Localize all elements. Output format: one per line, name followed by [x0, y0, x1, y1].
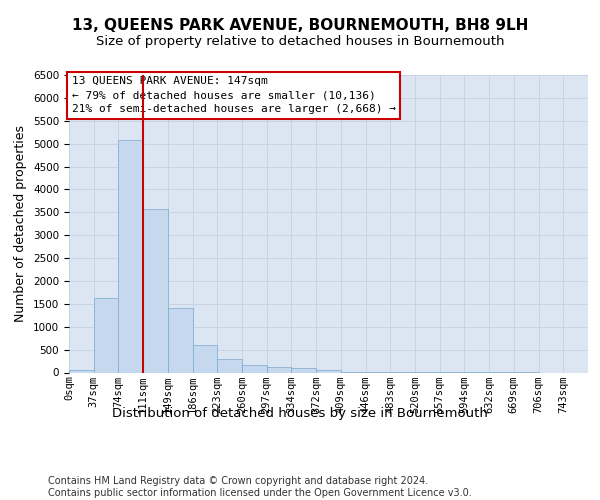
Bar	[94, 298, 118, 372]
Bar	[217, 359, 242, 372]
Bar	[69, 370, 94, 372]
Bar	[143, 208, 168, 372]
Y-axis label: Number of detached properties: Number of detached properties	[14, 125, 28, 322]
Bar	[267, 367, 292, 372]
Bar	[316, 370, 341, 372]
Bar	[242, 366, 267, 372]
Text: Distribution of detached houses by size in Bournemouth: Distribution of detached houses by size …	[112, 408, 488, 420]
Bar	[292, 368, 316, 372]
Text: 13, QUEENS PARK AVENUE, BOURNEMOUTH, BH8 9LH: 13, QUEENS PARK AVENUE, BOURNEMOUTH, BH8…	[72, 18, 528, 32]
Text: Contains HM Land Registry data © Crown copyright and database right 2024.
Contai: Contains HM Land Registry data © Crown c…	[48, 476, 472, 498]
Bar	[168, 308, 193, 372]
Text: Size of property relative to detached houses in Bournemouth: Size of property relative to detached ho…	[96, 35, 504, 48]
Bar	[118, 140, 143, 372]
Bar	[193, 346, 217, 372]
Text: 13 QUEENS PARK AVENUE: 147sqm
← 79% of detached houses are smaller (10,136)
21% : 13 QUEENS PARK AVENUE: 147sqm ← 79% of d…	[71, 76, 395, 114]
